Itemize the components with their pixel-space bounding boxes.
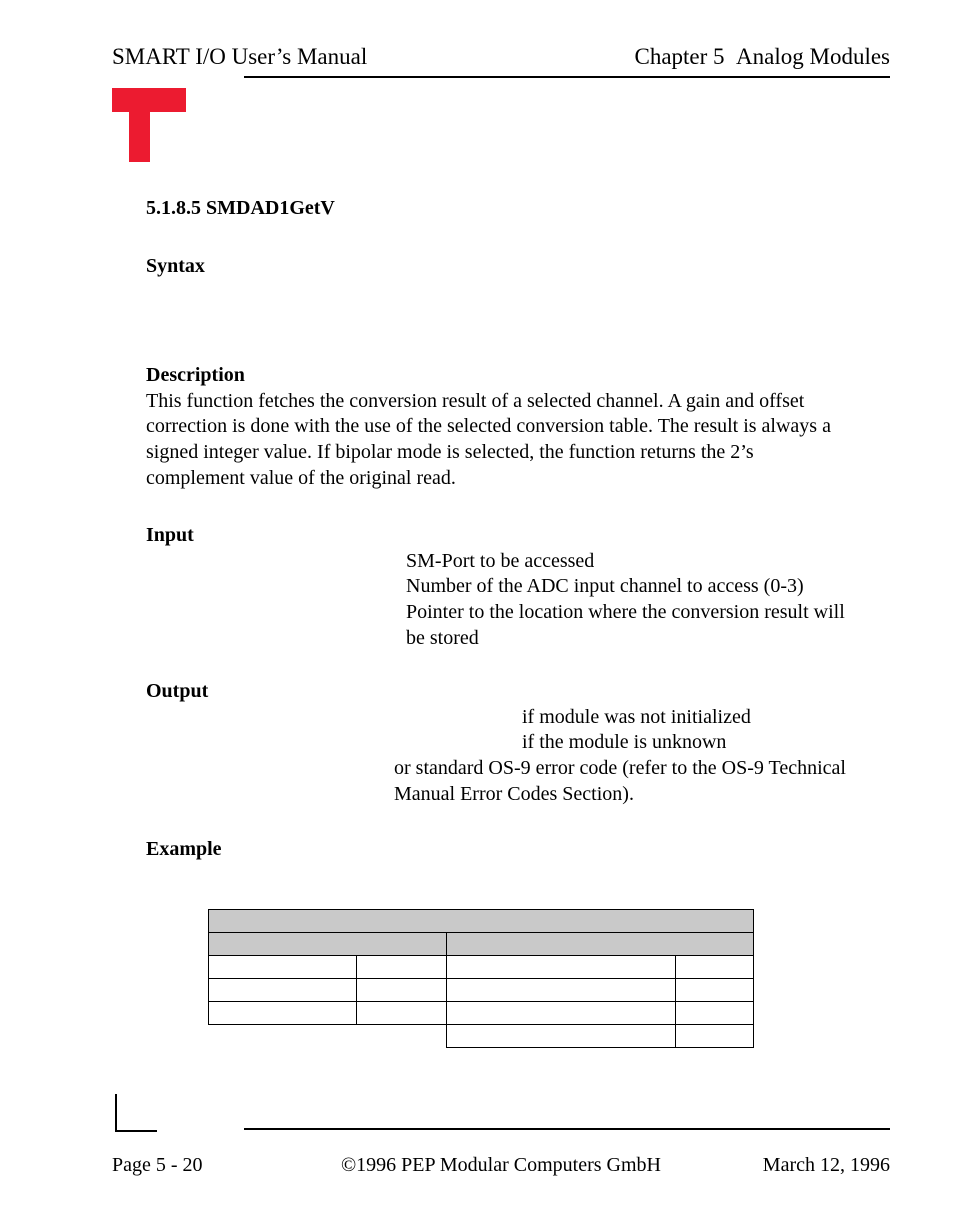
description-section: Description This function fetches the co…: [146, 363, 890, 491]
output-label: Output: [146, 679, 890, 705]
output-items: if module was not initialized if the mod…: [394, 705, 864, 807]
example-table-wrap: [208, 909, 754, 1048]
table-cell: [447, 1024, 676, 1047]
document-page: SMART I/O User’s Manual Chapter 5 Analog…: [0, 0, 954, 1216]
output-item: if module was not initialized: [522, 705, 864, 731]
logo-shape-top: [112, 88, 186, 112]
table-cell: [209, 978, 357, 1001]
brand-logo: [112, 88, 186, 162]
table-cell-empty: [209, 1024, 357, 1047]
table-header-cell: [209, 932, 447, 955]
input-items: SM-Port to be accessed Number of the ADC…: [406, 549, 846, 651]
manual-title: SMART I/O User’s Manual: [112, 44, 367, 70]
logo-shape-stem: [129, 112, 150, 162]
table-head: [209, 909, 754, 955]
input-item: SM-Port to be accessed: [406, 549, 846, 575]
table-cell: [676, 1024, 754, 1047]
output-item: or standard OS-9 error code (refer to th…: [394, 756, 864, 807]
table-cell: [676, 955, 754, 978]
corner-mark-icon: [115, 1094, 157, 1132]
table-cell: [676, 1001, 754, 1024]
input-item: Number of the ADC input channel to acces…: [406, 574, 846, 600]
example-table: [208, 909, 754, 1048]
table-row: [209, 955, 754, 978]
input-label: Input: [146, 523, 890, 549]
table-cell: [209, 955, 357, 978]
syntax-section: Syntax: [146, 254, 890, 280]
table-header-cell: [447, 932, 754, 955]
input-item: Pointer to the location where the conver…: [406, 600, 846, 651]
table-row: [209, 909, 754, 932]
output-section: Output if module was not initialized if …: [146, 679, 890, 807]
example-label: Example: [146, 838, 222, 860]
chapter-title: Chapter 5 Analog Modules: [634, 44, 890, 70]
table-header-cell: [209, 909, 754, 932]
input-section: Input SM-Port to be accessed Number of t…: [146, 523, 890, 651]
table-row: [209, 932, 754, 955]
header-rule: [244, 76, 890, 78]
table-cell: [357, 955, 447, 978]
table-cell: [447, 978, 676, 1001]
footer-rule: [244, 1128, 890, 1130]
section-heading: 5.1.8.5 SMDAD1GetV: [146, 196, 890, 222]
table-cell-empty: [357, 1024, 447, 1047]
table-row: [209, 1024, 754, 1047]
table-row: [209, 1001, 754, 1024]
table-cell: [357, 978, 447, 1001]
description-text: This function fetches the conversion res…: [146, 389, 846, 491]
description-label: Description: [146, 363, 890, 389]
footer-date: March 12, 1996: [763, 1154, 890, 1177]
table-cell: [447, 955, 676, 978]
output-item: if the module is unknown: [522, 730, 864, 756]
syntax-label: Syntax: [146, 255, 205, 277]
table-cell: [447, 1001, 676, 1024]
page-footer: Page 5 - 20 ©1996 PEP Modular Computers …: [112, 1154, 890, 1177]
footer-page: Page 5 - 20: [112, 1154, 203, 1177]
page-header: SMART I/O User’s Manual Chapter 5 Analog…: [64, 44, 890, 76]
table-cell: [209, 1001, 357, 1024]
page-content: 5.1.8.5 SMDAD1GetV Syntax Description Th…: [146, 196, 890, 1048]
example-section: Example: [146, 837, 890, 863]
table-body: [209, 955, 754, 1047]
table-cell: [357, 1001, 447, 1024]
table-cell: [676, 978, 754, 1001]
table-row: [209, 978, 754, 1001]
